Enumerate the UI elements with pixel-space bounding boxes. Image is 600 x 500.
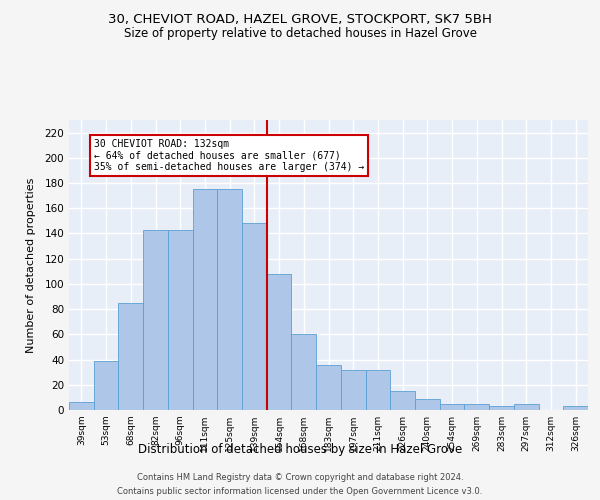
Text: Distribution of detached houses by size in Hazel Grove: Distribution of detached houses by size … <box>138 442 462 456</box>
Bar <box>193 190 217 410</box>
Bar <box>217 190 242 410</box>
Bar <box>168 230 193 410</box>
Bar <box>69 402 94 410</box>
Bar <box>341 370 365 410</box>
Bar <box>267 274 292 410</box>
Y-axis label: Number of detached properties: Number of detached properties <box>26 178 36 352</box>
Text: Contains HM Land Registry data © Crown copyright and database right 2024.: Contains HM Land Registry data © Crown c… <box>137 472 463 482</box>
Bar <box>94 361 118 410</box>
Bar <box>143 230 168 410</box>
Text: Contains public sector information licensed under the Open Government Licence v3: Contains public sector information licen… <box>118 488 482 496</box>
Bar <box>464 404 489 410</box>
Bar <box>514 404 539 410</box>
Text: Size of property relative to detached houses in Hazel Grove: Size of property relative to detached ho… <box>124 28 476 40</box>
Bar <box>489 406 514 410</box>
Bar <box>563 406 588 410</box>
Bar <box>316 364 341 410</box>
Text: 30 CHEVIOT ROAD: 132sqm
← 64% of detached houses are smaller (677)
35% of semi-d: 30 CHEVIOT ROAD: 132sqm ← 64% of detache… <box>94 139 364 172</box>
Bar <box>440 404 464 410</box>
Bar <box>390 391 415 410</box>
Bar <box>415 398 440 410</box>
Bar <box>365 370 390 410</box>
Bar <box>292 334 316 410</box>
Text: 30, CHEVIOT ROAD, HAZEL GROVE, STOCKPORT, SK7 5BH: 30, CHEVIOT ROAD, HAZEL GROVE, STOCKPORT… <box>108 12 492 26</box>
Bar <box>242 224 267 410</box>
Bar <box>118 303 143 410</box>
